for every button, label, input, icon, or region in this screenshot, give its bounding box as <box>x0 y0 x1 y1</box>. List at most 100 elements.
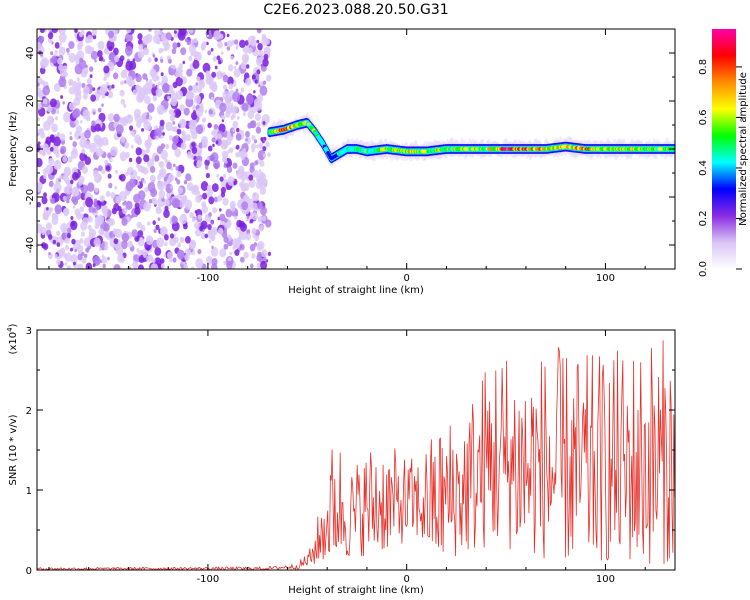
noise-blob <box>201 201 207 208</box>
noise-blob <box>225 208 233 218</box>
noise-blob <box>265 141 270 148</box>
noise-blob <box>48 157 54 166</box>
noise-blob <box>122 207 128 215</box>
noise-blob <box>179 213 188 225</box>
noise-blob <box>49 146 54 152</box>
noise-blob <box>147 221 151 226</box>
noise-blob <box>51 216 59 225</box>
noise-blob <box>177 242 182 248</box>
noise-blob <box>40 52 43 57</box>
noise-blob <box>216 70 223 80</box>
noise-blob <box>251 253 256 259</box>
noise-blob <box>52 239 56 245</box>
noise-blob <box>102 58 106 63</box>
noise-blob <box>223 164 227 168</box>
noise-blob <box>197 214 202 220</box>
noise-blob <box>181 133 187 140</box>
noise-blob <box>164 241 168 247</box>
noise-blob <box>48 180 54 188</box>
noise-blob <box>56 259 61 266</box>
noise-blob <box>110 192 116 199</box>
noise-blob <box>70 179 74 185</box>
noise-blob <box>123 104 127 108</box>
noise-blob <box>62 156 68 163</box>
noise-blob <box>245 77 252 86</box>
noise-blob <box>226 33 230 38</box>
noise-blob <box>202 62 211 73</box>
noise-blob <box>59 68 66 77</box>
noise-blob <box>137 50 145 59</box>
noise-blob <box>71 186 79 197</box>
noise-blob <box>72 171 79 181</box>
noise-blob <box>149 79 152 83</box>
noise-blob <box>155 224 160 230</box>
noise-blob <box>143 120 152 131</box>
noise-blob <box>239 182 243 188</box>
noise-blob <box>207 229 216 240</box>
noise-blob <box>258 84 261 88</box>
noise-blob <box>128 157 133 163</box>
snr-ylabel: SNR (10 * v/v) <box>8 414 19 485</box>
noise-blob <box>63 111 71 123</box>
noise-blob <box>134 206 141 215</box>
noise-blob <box>172 135 179 145</box>
noise-blob <box>76 77 80 82</box>
noise-blob <box>137 230 144 238</box>
noise-blob <box>228 257 232 262</box>
noise-blob <box>114 55 120 63</box>
noise-blob <box>183 264 189 269</box>
noise-blob <box>156 85 160 89</box>
noise-blob <box>92 255 101 266</box>
noise-blob <box>81 257 87 264</box>
noise-blob <box>246 64 250 69</box>
noise-blob <box>47 32 54 40</box>
noise-blob <box>240 222 247 232</box>
noise-blob <box>45 85 49 90</box>
noise-blob <box>94 223 100 230</box>
noise-blob <box>213 159 221 170</box>
noise-blob <box>157 174 162 181</box>
noise-blob <box>39 67 46 75</box>
noise-blob <box>137 190 146 201</box>
noise-blob <box>63 166 72 177</box>
noise-blob <box>124 142 130 149</box>
noise-blob <box>58 32 67 43</box>
noise-blob <box>176 193 183 201</box>
noise-blob <box>91 207 96 213</box>
noise-blob <box>52 145 59 155</box>
spectrogram-xlabel: Height of straight line (km) <box>288 285 424 296</box>
noise-blob <box>215 140 219 145</box>
noise-blob <box>172 163 176 168</box>
noise-blob <box>201 118 205 123</box>
noise-blob <box>178 199 185 208</box>
noise-blob <box>143 201 151 212</box>
noise-blob <box>207 122 212 129</box>
noise-blob <box>234 39 239 45</box>
noise-blob <box>164 234 169 241</box>
noise-blob <box>251 74 256 80</box>
noise-blob <box>107 173 112 179</box>
noise-blob <box>249 162 255 169</box>
noise-blob <box>214 65 218 70</box>
noise-blob <box>229 251 233 256</box>
noise-blob <box>248 174 254 181</box>
noise-blob <box>137 264 144 269</box>
noise-blob <box>97 107 102 113</box>
noise-blob <box>218 227 224 235</box>
noise-blob <box>124 45 133 56</box>
noise-blob <box>97 50 103 58</box>
noise-blob <box>46 207 49 211</box>
noise-blob <box>226 104 234 114</box>
noise-blob <box>106 141 109 145</box>
noise-blob <box>232 162 238 169</box>
noise-blob <box>60 223 68 233</box>
noise-blob <box>98 57 102 61</box>
noise-blob <box>49 98 57 108</box>
noise-blob <box>265 259 269 263</box>
colorbar: 0.0 0.2 0.4 0.6 0.8 Normalized spectral ampl… <box>698 29 749 277</box>
noise-blob <box>100 84 108 95</box>
noise-blob <box>76 212 82 220</box>
noise-blob <box>117 253 124 263</box>
noise-blob <box>151 258 156 264</box>
noise-blob <box>109 157 113 163</box>
